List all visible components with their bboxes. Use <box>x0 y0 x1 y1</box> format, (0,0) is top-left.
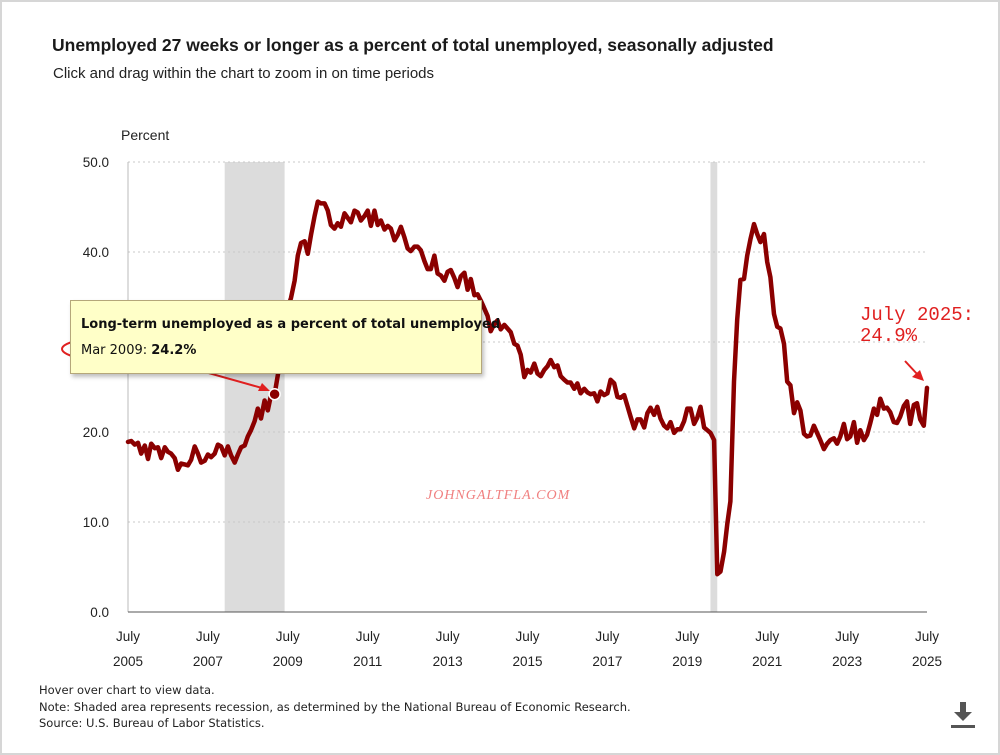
x-tick-labels: July 2005 July 2007 July 2009 July 2011 July 2013… <box>113 629 942 669</box>
x-tick-month: July <box>356 629 380 644</box>
tooltip-date: Mar 2009: <box>81 343 152 358</box>
x-tick-month: July <box>675 629 699 644</box>
july-2025-callout: July 2025: 24.9% <box>860 305 974 347</box>
x-tick-month: July <box>436 629 460 644</box>
x-tick-year: 2015 <box>512 654 542 669</box>
series-line[interactable] <box>125 199 930 577</box>
note-source: Source: U.S. Bureau of Labor Statistics. <box>39 716 265 730</box>
annotation-arrowhead-left <box>258 383 270 391</box>
y-tick-label: 50.0 <box>83 155 109 170</box>
x-tick-month: July <box>835 629 859 644</box>
x-tick-year: 2025 <box>912 654 942 669</box>
recession-band-1 <box>710 162 718 612</box>
y-tick-label: 0.0 <box>90 605 109 620</box>
note-hover: Hover over chart to view data. <box>39 683 215 697</box>
watermark: JOHNGALTFLA.COM <box>426 488 571 503</box>
x-tick-month: July <box>595 629 619 644</box>
x-tick-year: 2005 <box>113 654 143 669</box>
x-tick-year: 2021 <box>752 654 782 669</box>
y-axis-label: Percent <box>121 127 169 143</box>
gridlines <box>128 161 927 523</box>
x-tick-month: July <box>755 629 779 644</box>
x-tick-year: 2017 <box>592 654 622 669</box>
x-tick-year: 2013 <box>433 654 463 669</box>
x-tick-month: July <box>915 629 939 644</box>
download-icon[interactable] <box>948 700 978 730</box>
page-subtitle: Click and drag within the chart to zoom … <box>53 65 435 82</box>
annotation-arrowhead-right <box>912 370 924 381</box>
hover-point[interactable] <box>268 387 281 401</box>
x-tick-month: July <box>196 629 220 644</box>
x-tick-month: July <box>276 629 300 644</box>
annotation-arrow-right <box>904 360 919 376</box>
chart-notes: Hover over chart to view data. Note: Sha… <box>39 682 631 732</box>
x-tick-year: 2023 <box>832 654 862 669</box>
x-tick-month: July <box>116 629 140 644</box>
x-tick-year: 2009 <box>273 654 303 669</box>
tooltip-value: 24.2% <box>151 343 197 358</box>
note-recession: Note: Shaded area represents recession, … <box>39 699 631 714</box>
x-tick-year: 2011 <box>353 654 382 669</box>
recession-shading <box>224 162 718 612</box>
callout-line-1: July 2025: <box>860 304 975 326</box>
tooltip-value-line: Mar 2009: 24.2% <box>81 343 196 358</box>
x-tick-year: 2007 <box>193 654 223 669</box>
y-tick-label: 10.0 <box>83 515 109 530</box>
x-tick-year: 2019 <box>672 654 702 669</box>
tooltip-title: Long-term unemployed as a percent of tot… <box>81 317 501 332</box>
callout-line-2: 24.9% <box>860 325 918 347</box>
x-tick-month: July <box>515 629 539 644</box>
axes <box>127 162 927 613</box>
tooltip: Long-term unemployed as a percent of tot… <box>70 300 500 374</box>
y-tick-labels: 0.010.020.030.040.050.0 <box>83 155 109 620</box>
y-tick-label: 20.0 <box>83 425 109 440</box>
y-tick-label: 40.0 <box>83 245 109 260</box>
page-title: Unemployed 27 weeks or longer as a perce… <box>52 35 774 55</box>
